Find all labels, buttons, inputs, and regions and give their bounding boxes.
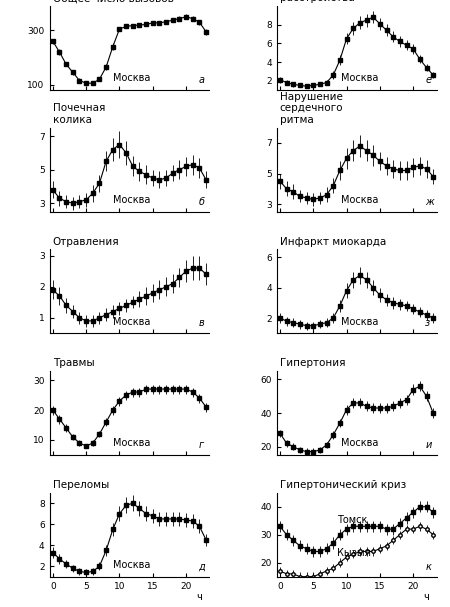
Text: Травмы: Травмы [53, 358, 94, 368]
Text: Москва: Москва [341, 195, 378, 205]
Text: к: к [425, 561, 431, 572]
Text: Москва: Москва [113, 73, 151, 83]
Text: Москва: Москва [341, 317, 378, 327]
Text: ж: ж [425, 197, 434, 206]
Text: е: е [425, 75, 431, 85]
Text: Почечная
колика: Почечная колика [53, 103, 105, 125]
Text: г: г [198, 440, 203, 450]
Text: $N_{cp}$: $N_{cp}$ [18, 0, 37, 2]
Text: Инфаркт миокарда: Инфаркт миокарда [280, 237, 386, 246]
Text: Цереброваскулярные
расстройства: Цереброваскулярные расстройства [280, 0, 399, 3]
Text: в: в [198, 318, 204, 328]
Text: Переломы: Переломы [53, 480, 109, 490]
Text: Москва: Москва [113, 195, 151, 205]
Text: Общее число вызовов: Общее число вызовов [53, 0, 174, 3]
Text: Москва: Москва [113, 438, 151, 448]
Text: Отравления: Отравления [53, 237, 119, 246]
Text: д: д [198, 561, 205, 572]
Text: Гипертонический криз: Гипертонический криз [280, 480, 406, 490]
Text: Гипертония: Гипертония [280, 358, 345, 368]
Text: Нарушение
сердечного
ритма: Нарушение сердечного ритма [280, 92, 343, 125]
Text: б: б [198, 197, 204, 206]
Text: з: з [425, 318, 431, 328]
Text: Москва: Москва [341, 73, 378, 83]
Text: Кызыл: Кызыл [338, 548, 371, 558]
Text: и: и [425, 440, 432, 450]
Text: Москва: Москва [113, 317, 151, 327]
Text: а: а [198, 75, 204, 85]
Text: Москва: Москва [341, 438, 378, 448]
Text: Томск: Томск [338, 515, 368, 524]
Text: ч: ч [196, 592, 202, 602]
Text: Москва: Москва [113, 560, 151, 570]
Text: ч: ч [423, 592, 429, 602]
